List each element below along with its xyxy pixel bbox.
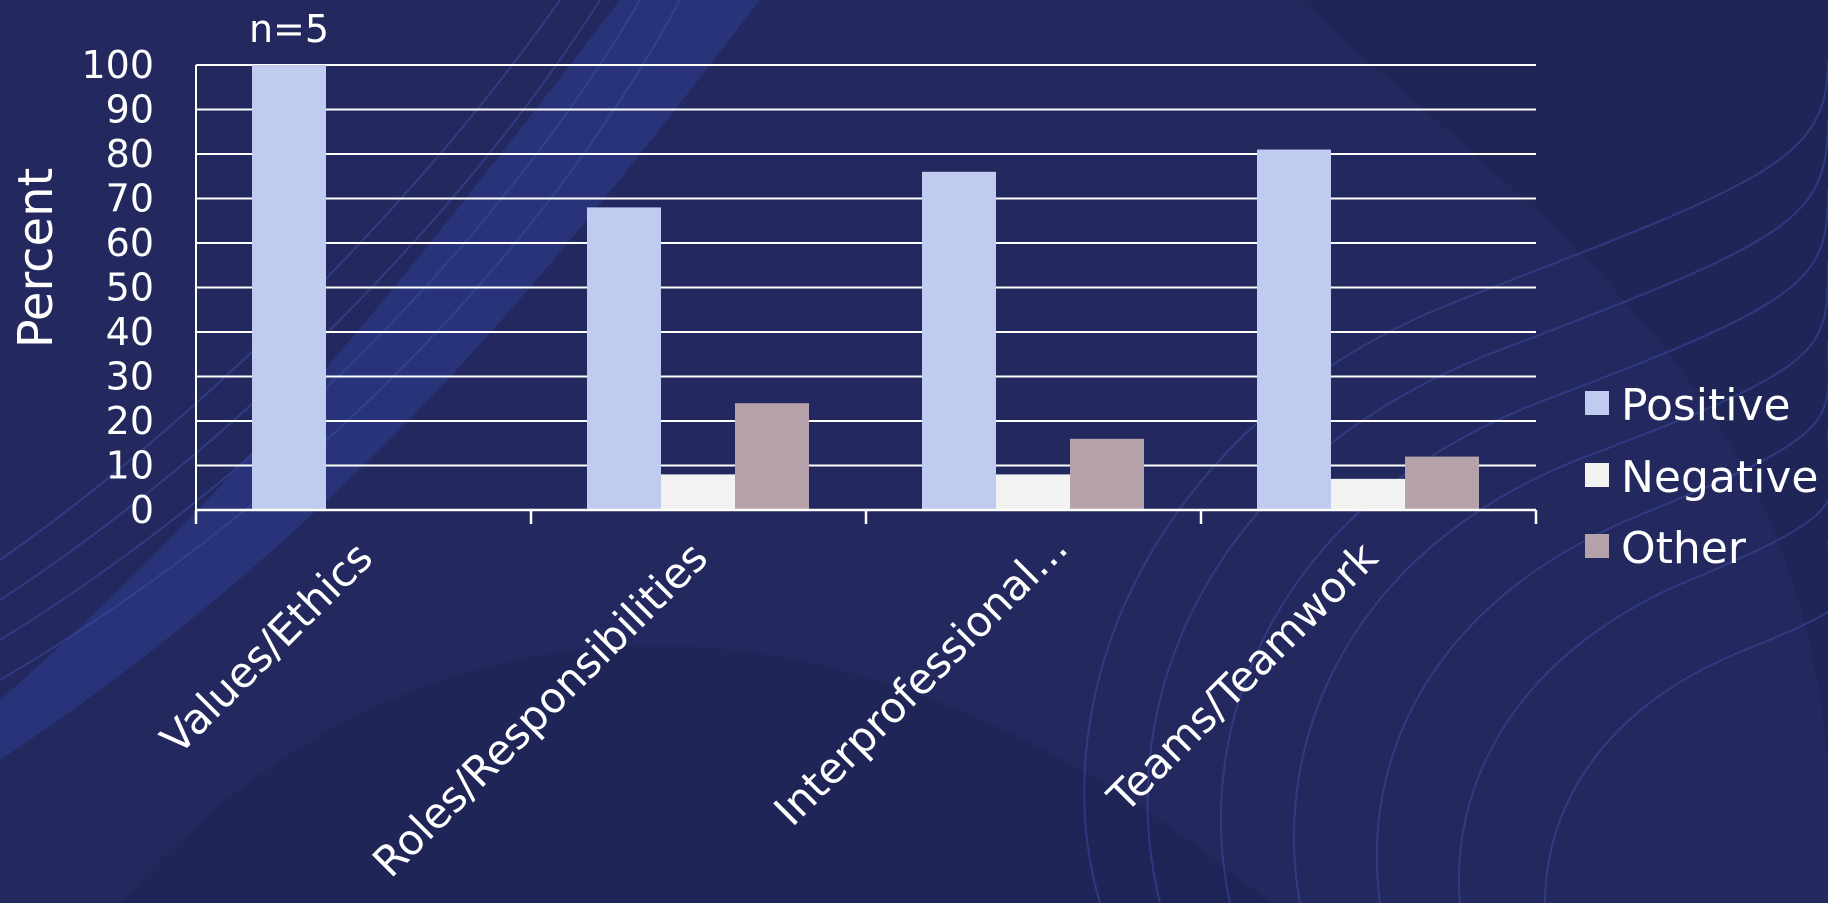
y-tick-label: 70 — [106, 177, 154, 221]
y-axis-title: Percent — [8, 168, 64, 349]
legend-swatch-positive — [1585, 391, 1609, 415]
y-tick-label: 30 — [106, 355, 154, 399]
y-tick-label: 40 — [106, 310, 154, 354]
y-tick-label: 10 — [106, 444, 154, 488]
bar-other — [1070, 438, 1144, 510]
y-tick-label: 50 — [106, 266, 154, 310]
bar-positive — [1257, 149, 1331, 511]
bar-positive — [587, 207, 661, 510]
x-axis — [194, 65, 1538, 524]
legend: Positive Negative Other — [1585, 380, 1818, 574]
legend-swatch-negative — [1585, 463, 1609, 487]
bar-negative — [996, 474, 1070, 510]
legend-swatch-other — [1585, 534, 1609, 558]
y-tick-label: 80 — [106, 132, 154, 176]
bar-positive — [252, 65, 326, 510]
bar-negative — [661, 474, 735, 510]
n-annotation: n=5 — [249, 7, 329, 51]
bar-negative — [1331, 478, 1405, 510]
legend-label: Negative — [1621, 452, 1818, 503]
bar-other — [735, 403, 809, 510]
bar-positive — [922, 171, 996, 511]
category-label: Teams/Teamwork — [1097, 532, 1387, 822]
bar-other — [1405, 456, 1479, 510]
legend-label: Positive — [1621, 380, 1791, 431]
legend-label: Other — [1621, 523, 1747, 574]
y-tick-label: 20 — [106, 399, 154, 443]
y-tick-label: 60 — [106, 221, 154, 265]
y-tick-label: 100 — [81, 43, 154, 87]
y-tick-label: 0 — [130, 488, 154, 532]
y-tick-label: 90 — [106, 88, 154, 132]
bars — [252, 65, 1479, 511]
